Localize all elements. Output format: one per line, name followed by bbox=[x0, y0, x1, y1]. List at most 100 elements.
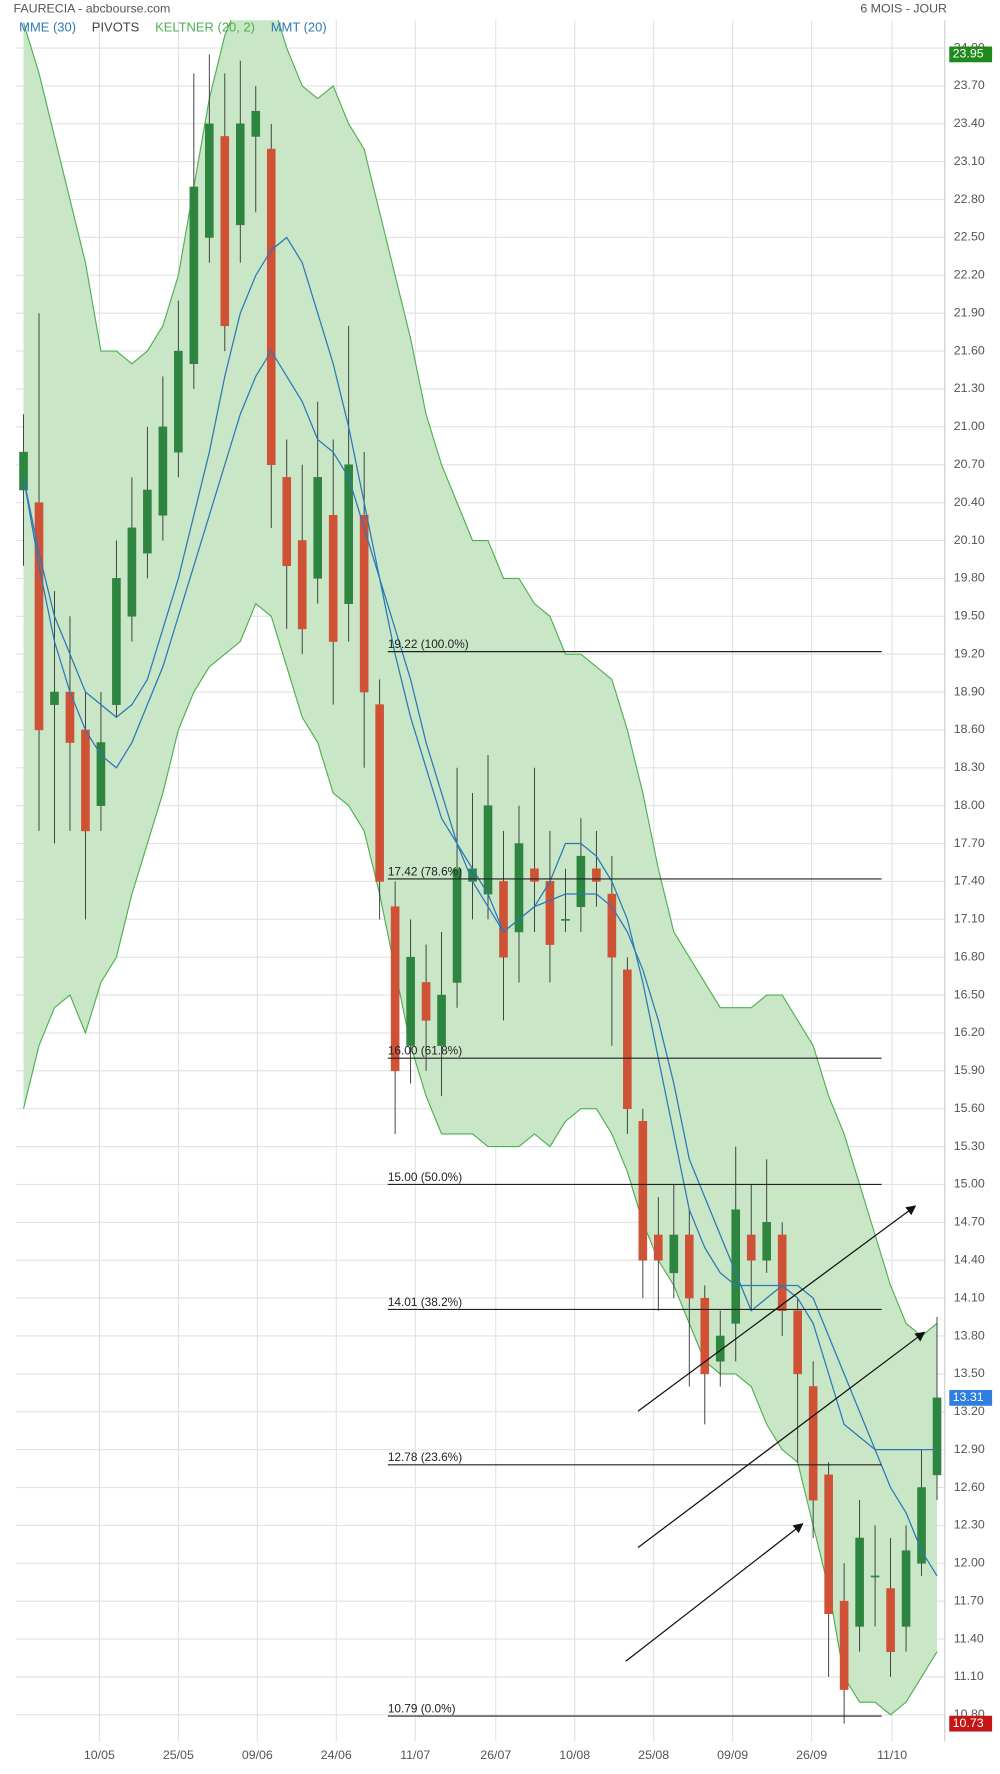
y-tick-label: 14.40 bbox=[954, 1253, 985, 1267]
plot bbox=[19, 20, 942, 1724]
candle-body bbox=[205, 123, 214, 238]
pivot-label: 12.78 (23.6%) bbox=[388, 1450, 462, 1464]
y-tick-label: 20.70 bbox=[954, 457, 985, 471]
candle-body bbox=[514, 843, 524, 933]
candle-body bbox=[499, 881, 508, 958]
candle-body bbox=[762, 1222, 772, 1261]
pivot-label: 16.00 (61.8%) bbox=[388, 1044, 462, 1058]
candle-body bbox=[731, 1209, 741, 1324]
y-tick-label: 12.90 bbox=[954, 1442, 985, 1456]
candle-body bbox=[313, 477, 323, 579]
price-tag bbox=[949, 1715, 993, 1732]
candle-body bbox=[700, 1297, 710, 1375]
candle-body bbox=[96, 742, 106, 806]
candle-body bbox=[545, 881, 555, 945]
x-tick-label: 10/05 bbox=[84, 1748, 115, 1762]
candle-body bbox=[483, 805, 493, 895]
y-tick-label: 18.30 bbox=[954, 760, 985, 774]
candle-body bbox=[112, 578, 121, 705]
candle-body bbox=[297, 540, 307, 630]
legend-entry: MME (30) bbox=[19, 20, 76, 35]
legend-entry: PIVOTS bbox=[92, 20, 140, 35]
y-tick-label: 16.50 bbox=[954, 987, 985, 1001]
y-tick-label: 21.90 bbox=[954, 305, 985, 319]
y-tick-label: 20.10 bbox=[954, 533, 985, 547]
price-tag bbox=[949, 1389, 993, 1406]
candle-body bbox=[855, 1537, 864, 1627]
pivot-label: 17.42 (78.6%) bbox=[388, 864, 462, 878]
y-tick-label: 12.00 bbox=[954, 1556, 985, 1570]
candle-body bbox=[607, 893, 617, 958]
candle-body bbox=[375, 704, 384, 882]
candle-body bbox=[592, 868, 601, 882]
y-tick-label: 19.20 bbox=[954, 646, 985, 660]
y-tick-label: 13.50 bbox=[954, 1366, 985, 1380]
y-tick-label: 16.20 bbox=[954, 1025, 985, 1039]
candle-body bbox=[189, 186, 199, 365]
candle-body bbox=[623, 969, 632, 1109]
candle-body bbox=[220, 136, 230, 327]
candle-body bbox=[901, 1550, 911, 1627]
arrow bbox=[637, 1331, 926, 1548]
candle-body bbox=[932, 1397, 942, 1476]
y-tick-label: 14.70 bbox=[954, 1215, 985, 1229]
x-tick-label: 26/07 bbox=[480, 1748, 511, 1762]
candle-body bbox=[824, 1474, 833, 1615]
candle-body bbox=[282, 477, 292, 567]
candle-body bbox=[669, 1234, 679, 1274]
candle-body bbox=[359, 514, 369, 693]
x-tick-label: 24/06 bbox=[321, 1748, 352, 1762]
arrows bbox=[625, 1205, 926, 1662]
y-tick-label: 11.70 bbox=[954, 1593, 984, 1607]
candle-body bbox=[406, 956, 415, 1046]
axis: 10.8011.1011.4011.7012.0012.3012.6012.90… bbox=[84, 40, 993, 1762]
y-tick-label: 20.40 bbox=[954, 495, 985, 509]
y-tick-label: 15.00 bbox=[954, 1177, 985, 1191]
candle-body bbox=[19, 451, 28, 491]
x-tick-label: 10/08 bbox=[559, 1748, 590, 1762]
y-tick-label: 19.50 bbox=[954, 609, 985, 623]
candle-body bbox=[421, 982, 431, 1021]
pivot-label: 10.79 (0.0%) bbox=[388, 1701, 456, 1715]
y-tick-label: 12.60 bbox=[954, 1480, 985, 1494]
arrow bbox=[625, 1523, 804, 1662]
y-tick-label: 21.60 bbox=[954, 343, 985, 357]
y-tick-label: 13.20 bbox=[954, 1404, 985, 1418]
candle-body bbox=[174, 350, 183, 453]
candle-body bbox=[886, 1588, 895, 1652]
legend-entry: KELTNER (20, 2) bbox=[155, 20, 255, 35]
arrow bbox=[637, 1205, 917, 1412]
y-tick-label: 17.40 bbox=[954, 874, 985, 888]
x-tick-label: 11/10 bbox=[877, 1748, 907, 1762]
price-tag bbox=[949, 46, 993, 63]
candle-body bbox=[654, 1234, 663, 1261]
chart-subtitle: 6 MOIS - JOUR bbox=[860, 1, 947, 15]
x-tick-label: 09/06 bbox=[242, 1748, 273, 1762]
candle-body bbox=[777, 1234, 787, 1312]
candle-body bbox=[746, 1234, 756, 1261]
candle-body bbox=[235, 123, 245, 226]
candle-body bbox=[808, 1386, 818, 1501]
candle-body bbox=[328, 514, 338, 642]
candle-body bbox=[251, 110, 261, 137]
y-tick-label: 14.10 bbox=[954, 1290, 985, 1304]
candle-body bbox=[715, 1335, 725, 1362]
y-tick-label: 18.00 bbox=[954, 798, 985, 812]
y-tick-label: 22.80 bbox=[954, 192, 985, 206]
y-tick-label: 19.80 bbox=[954, 571, 985, 585]
keltner-upper bbox=[22, 20, 938, 1337]
y-tick-label: 23.40 bbox=[954, 116, 985, 130]
keltner-band bbox=[23, 20, 938, 1715]
pivots: 19.22 (100.0%) 17.42 (78.6%) 16.00 (61.8%)… bbox=[387, 637, 882, 1717]
y-tick-label: 17.10 bbox=[954, 912, 985, 926]
y-tick-label: 23.70 bbox=[954, 78, 985, 92]
candle-body bbox=[81, 729, 90, 832]
moving-average bbox=[22, 236, 938, 1577]
y-tick-label: 18.60 bbox=[954, 722, 985, 736]
pivot-label: 14.01 (38.2%) bbox=[388, 1295, 462, 1309]
price-tag-label: 23.95 bbox=[953, 47, 984, 61]
chart-title: FAURECIA - abcbourse.com bbox=[14, 1, 171, 15]
candle-body bbox=[561, 919, 570, 921]
